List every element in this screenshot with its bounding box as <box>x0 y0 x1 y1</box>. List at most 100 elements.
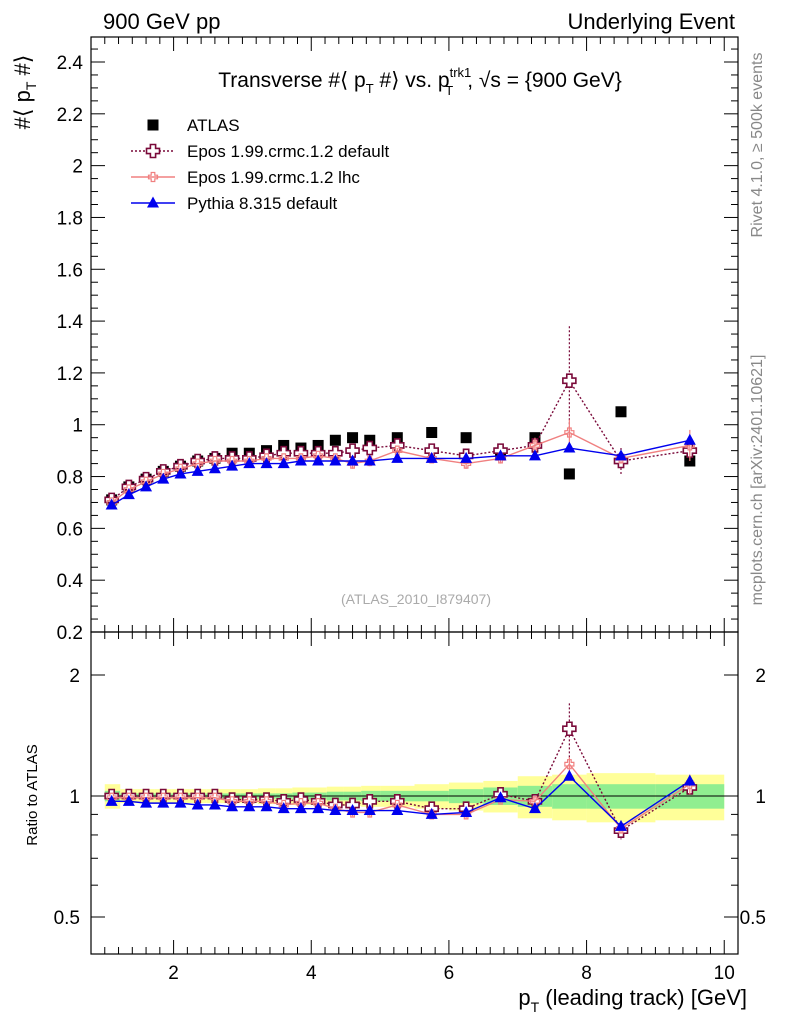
data-point <box>562 721 577 737</box>
data-point <box>312 802 325 814</box>
data-point <box>208 462 221 474</box>
data-point <box>122 488 135 500</box>
data-point <box>226 459 239 471</box>
data-point <box>389 794 405 809</box>
data-point <box>140 796 153 808</box>
data-point <box>460 451 473 463</box>
data-point <box>391 451 404 463</box>
data-point <box>564 759 575 770</box>
main-y-tick-label: 0.8 <box>57 468 83 489</box>
legend-marker <box>147 171 159 183</box>
data-point <box>207 788 223 804</box>
legend-marker <box>147 119 159 131</box>
xlabel-rest: (leading track) [GeV] <box>539 985 747 1010</box>
data-point <box>294 454 307 466</box>
x-tick-label: 8 <box>581 963 592 984</box>
main-y-tick-label: 1.8 <box>57 208 83 229</box>
main-y-tick-label: 2.2 <box>57 105 83 126</box>
data-point <box>243 800 256 812</box>
data-point <box>614 449 627 461</box>
mcplots-label: mcplots.cern.ch [arXiv:2401.10621] <box>749 355 766 606</box>
data-point <box>243 457 256 469</box>
data-point <box>563 441 576 453</box>
data-point <box>174 796 187 808</box>
data-point <box>528 449 541 461</box>
data-point <box>391 432 403 444</box>
data-point <box>347 432 359 444</box>
x-tick-label: 4 <box>306 963 317 984</box>
legend-marker <box>145 143 161 159</box>
data-point <box>277 802 290 814</box>
data-point <box>362 440 378 456</box>
x-tick-label: 2 <box>168 963 179 984</box>
ratio-panel-series <box>104 703 698 840</box>
ratio-y-label: Ratio to ATLAS <box>24 744 41 845</box>
legend-label: ATLAS <box>187 116 240 135</box>
legend: ATLAS Epos 1.99.crmc.1.2 default Epos 1.99… <box>131 116 390 213</box>
x-tick-label: 6 <box>444 963 455 984</box>
data-point <box>346 804 359 816</box>
data-point <box>528 802 541 814</box>
data-point <box>294 802 307 814</box>
data-point <box>260 457 273 469</box>
data-point <box>562 373 577 388</box>
data-point <box>293 792 309 807</box>
data-point <box>192 458 203 469</box>
main-y-label: #⟨ pT #⟩ <box>10 55 39 130</box>
ylabel-sub: T <box>23 81 39 90</box>
legend-label: Epos 1.99.crmc.1.2 default <box>187 142 390 161</box>
data-point <box>278 439 290 451</box>
xlabel-sub: T <box>531 999 540 1015</box>
data-point <box>460 805 473 817</box>
xlabel-p: p <box>518 985 530 1010</box>
data-point <box>329 454 342 466</box>
data-point <box>563 769 576 781</box>
x-tick-label: 10 <box>714 963 735 984</box>
data-point <box>494 791 507 803</box>
data-point <box>312 454 325 466</box>
ratio-y-tick-label-right: 2 <box>755 666 766 687</box>
data-point <box>426 427 438 438</box>
data-point <box>105 794 118 806</box>
data-point <box>140 480 153 492</box>
data-point <box>329 434 341 446</box>
data-point <box>615 406 627 418</box>
title-mid: #⟩ vs. p <box>374 69 450 92</box>
data-point <box>363 454 376 466</box>
main-panel-series <box>104 326 698 510</box>
data-point <box>260 800 273 812</box>
data-point <box>460 432 472 444</box>
data-point <box>329 804 342 816</box>
rivet-label: Rivet 4.1.0, ≥ 500k events <box>749 53 766 238</box>
data-point <box>277 457 290 469</box>
data-point <box>425 807 438 819</box>
title-sup: trk1 <box>450 65 472 80</box>
data-point <box>191 464 204 476</box>
data-point <box>345 443 360 458</box>
data-point <box>174 467 187 479</box>
data-point <box>190 788 205 804</box>
data-point <box>207 451 223 466</box>
data-point <box>157 472 170 484</box>
data-point <box>362 794 378 809</box>
data-point <box>363 804 376 816</box>
data-point <box>364 434 376 446</box>
data-point <box>312 439 324 451</box>
legend-label: Pythia 8.315 default <box>187 194 338 213</box>
series-pythia-8-315-default <box>105 769 696 831</box>
series-epos-1-99-crmc-1-2-default <box>104 326 698 508</box>
data-point <box>391 804 404 816</box>
data-point <box>564 427 575 438</box>
axis-tick-labels: 0.2 0.4 0.6 0.8 1 1.2 1.4 1.6 1.8 2 2.2 2.4 2 4 6 8 10 0.… <box>54 53 766 984</box>
title-sub: T <box>366 81 374 96</box>
title-sub2: T <box>445 83 453 98</box>
main-y-tick-label: 2 <box>72 157 83 178</box>
ratio-y-tick-label: 1 <box>69 787 80 808</box>
data-point <box>208 798 221 810</box>
data-point <box>346 454 359 466</box>
data-point <box>157 796 170 808</box>
data-point <box>122 794 135 806</box>
ratio-y-tick-label: 2 <box>69 666 80 687</box>
main-y-tick-label: 1.4 <box>57 312 84 333</box>
